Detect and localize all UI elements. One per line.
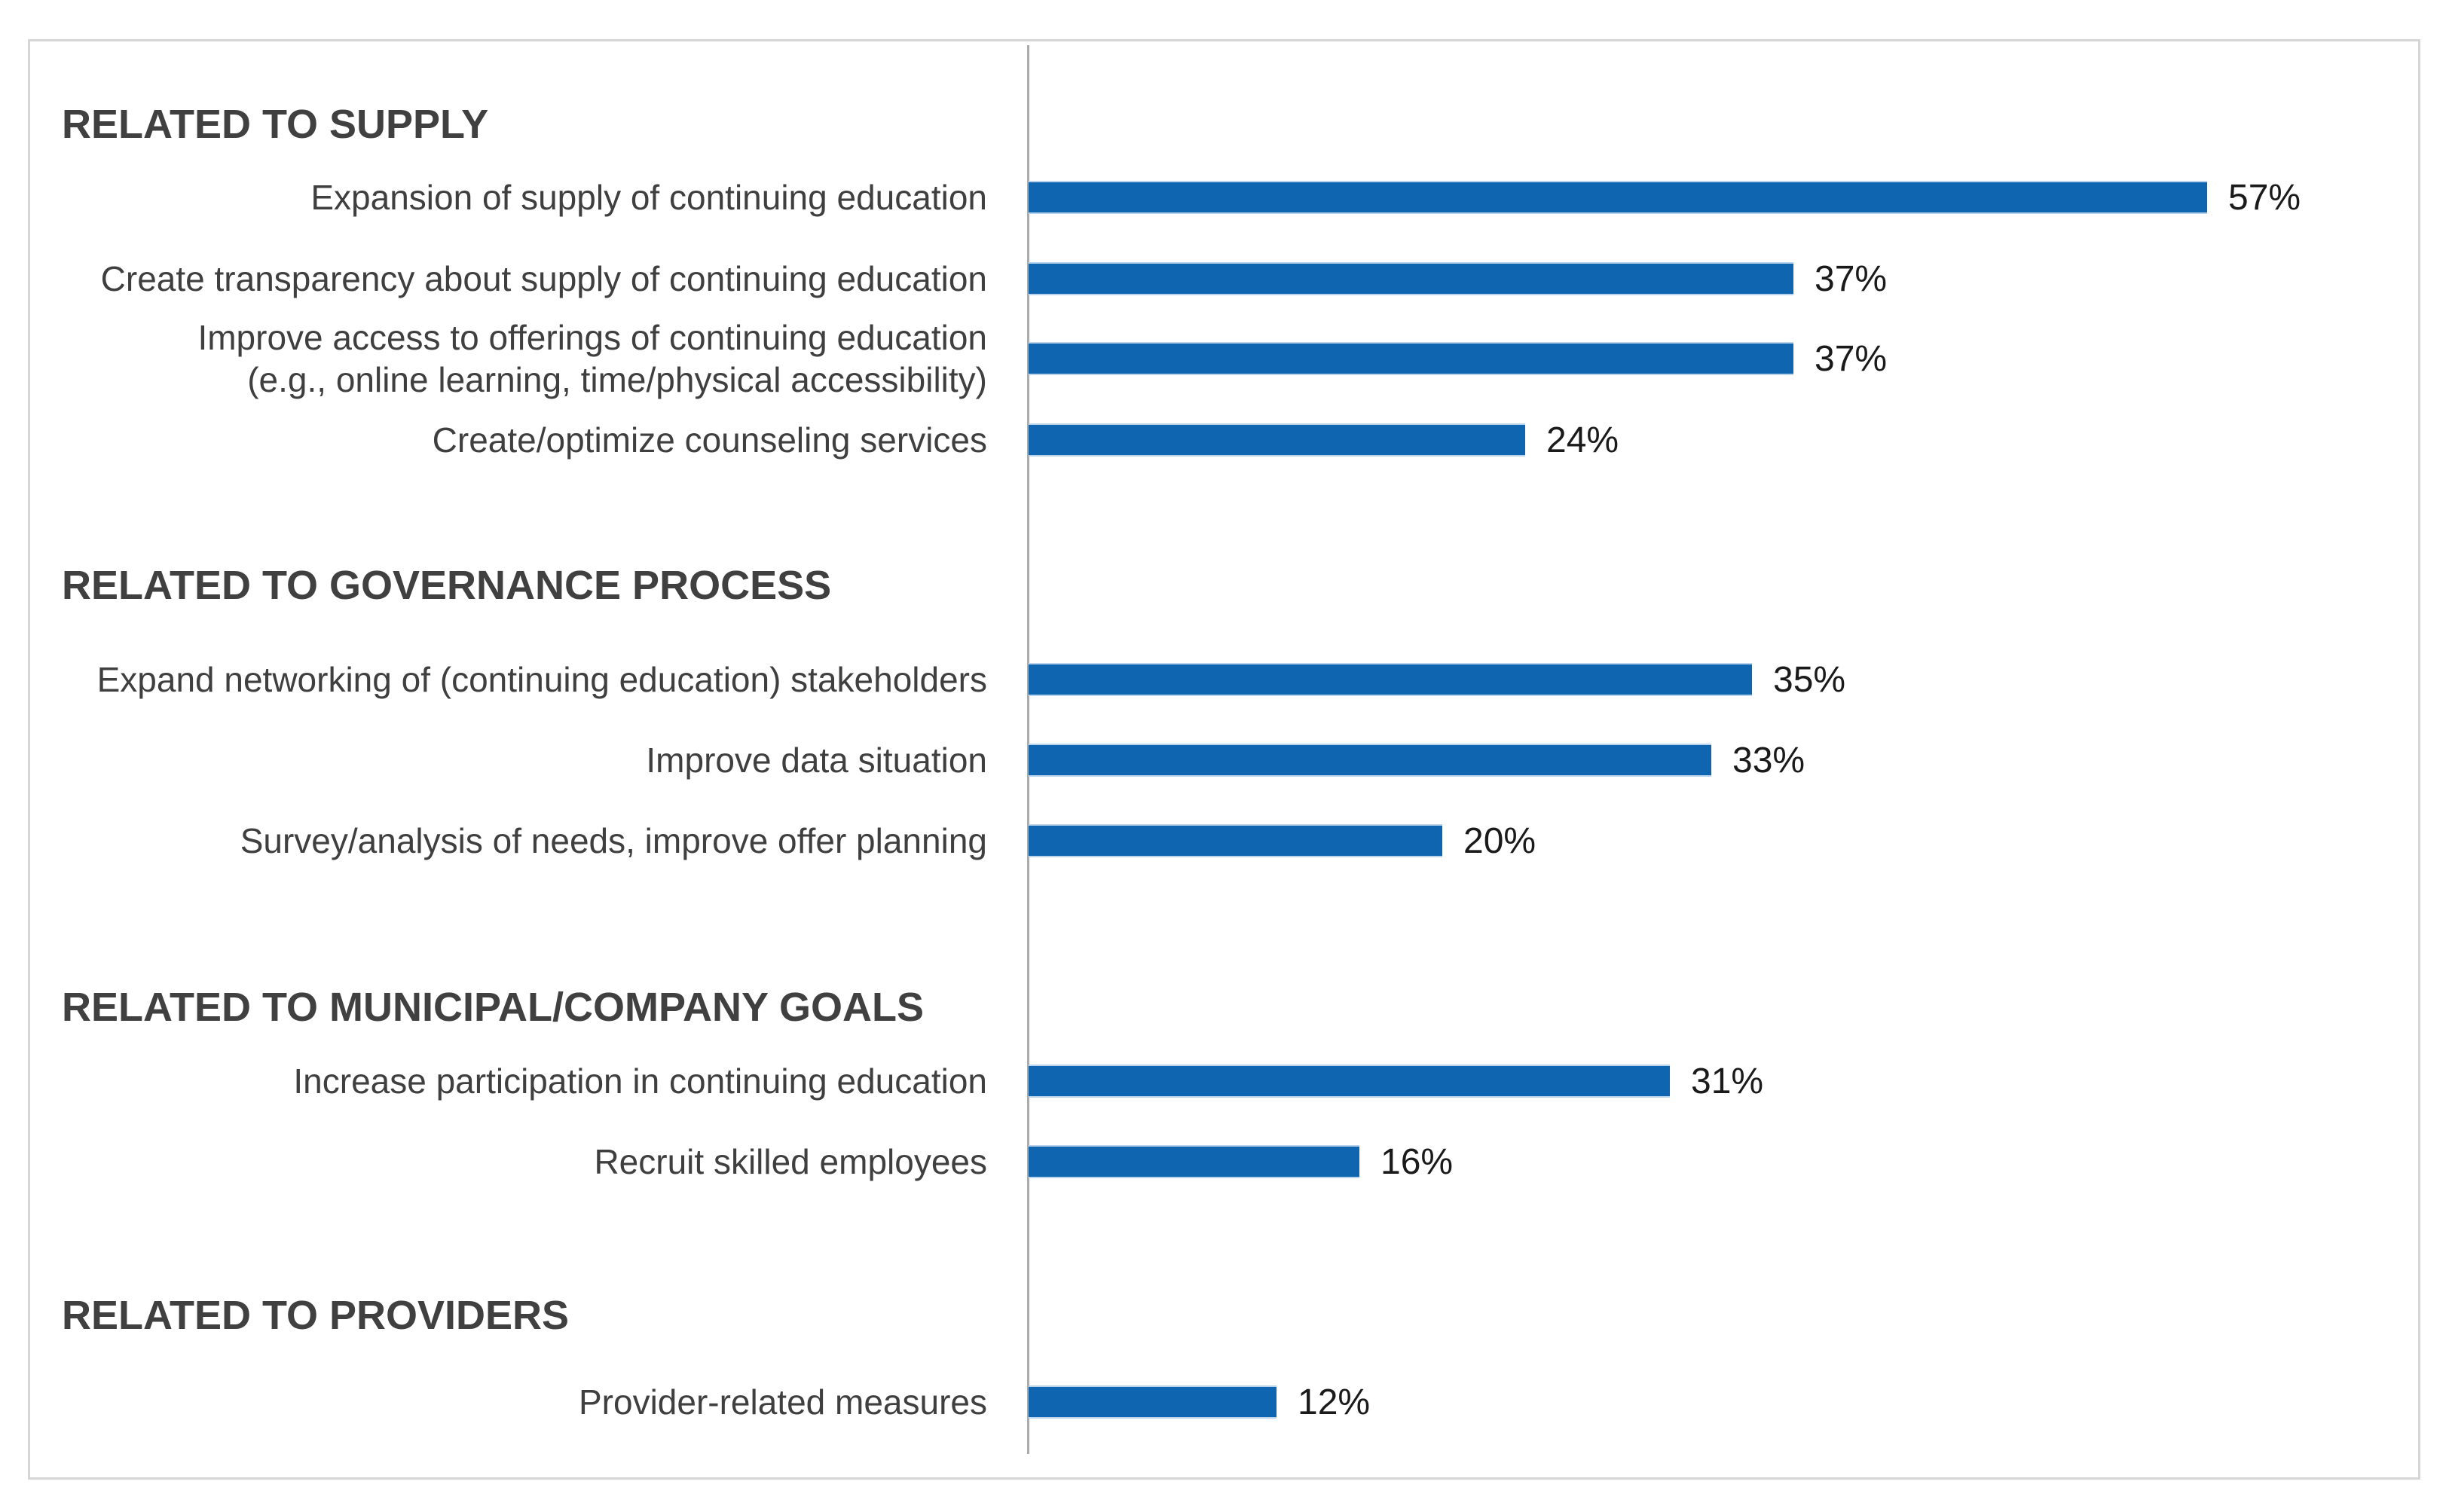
value-label: 33% [1732,740,1805,780]
bar-label: Recruit skilled employees [594,1142,987,1181]
section-header: RELATED TO GOVERNANCE PROCESS [62,563,832,608]
bar [1029,1147,1359,1177]
bar-track: 57% [1029,177,2301,218]
bar-label: Increase participation in continuing edu… [293,1061,987,1101]
value-label: 24% [1546,420,1619,460]
bar-track: 24% [1029,420,1619,461]
bar-track: 16% [1029,1141,1453,1183]
bar-row: Survey/analysis of needs, improve offer … [30,794,2416,887]
value-label: 16% [1380,1141,1454,1182]
section-header: RELATED TO MUNICIPAL/COMPANY GOALS [62,985,925,1030]
bar-label: Create/optimize counseling services [432,420,987,460]
value-label: 20% [1463,820,1536,861]
bar [1029,1066,1670,1096]
bar-label: Provider-related measures [578,1382,987,1422]
bar-label: Survey/analysis of needs, improve offer … [240,821,987,860]
bar-row: Improve data situation 33% [30,713,2416,807]
value-label: 31% [1691,1061,1764,1101]
bar [1029,1387,1277,1417]
bar [1029,425,1525,455]
value-label: 35% [1773,659,1846,700]
bar-row: Create transparency about supply of cont… [30,232,2416,325]
bar [1029,826,1442,856]
bar-row: Increase participation in continuing edu… [30,1034,2416,1128]
bar [1029,344,1793,374]
bar [1029,182,2207,212]
bar-label: Improve access to offerings of continuin… [197,318,987,399]
value-label: 37% [1815,258,1888,299]
section-header: RELATED TO PROVIDERS [62,1293,570,1338]
bar-track: 37% [1029,338,1887,380]
bar-label: Expansion of supply of continuing educat… [310,178,987,217]
bar-row: Recruit skilled employees 16% [30,1115,2416,1208]
bar-label: Improve data situation [646,741,987,780]
bar [1029,264,1793,294]
bar-track: 35% [1029,659,1845,701]
bar [1029,745,1711,775]
value-label: 57% [2228,177,2301,218]
bar-row: Expand networking of (continuing educati… [30,633,2416,726]
bar [1029,664,1752,695]
bar-label: Expand networking of (continuing educati… [96,660,987,699]
bar-label: Create transparency about supply of cont… [100,259,987,298]
bar-row: Create/optimize counseling services 24% [30,393,2416,487]
value-label: 12% [1298,1382,1371,1422]
bar-track: 20% [1029,820,1536,862]
bar-track: 33% [1029,740,1805,781]
bar-row: Improve access to offerings of continuin… [30,312,2416,405]
bar-track: 37% [1029,258,1887,300]
bar-track: 31% [1029,1061,1763,1102]
section-header: RELATED TO SUPPLY [62,102,489,147]
bar-row: Expansion of supply of continuing educat… [30,151,2416,244]
value-label: 37% [1815,338,1888,379]
bar-row: Provider-related measures 12% [30,1355,2416,1449]
bar-track: 12% [1029,1382,1370,1423]
value-axis-line [1027,45,1029,1454]
